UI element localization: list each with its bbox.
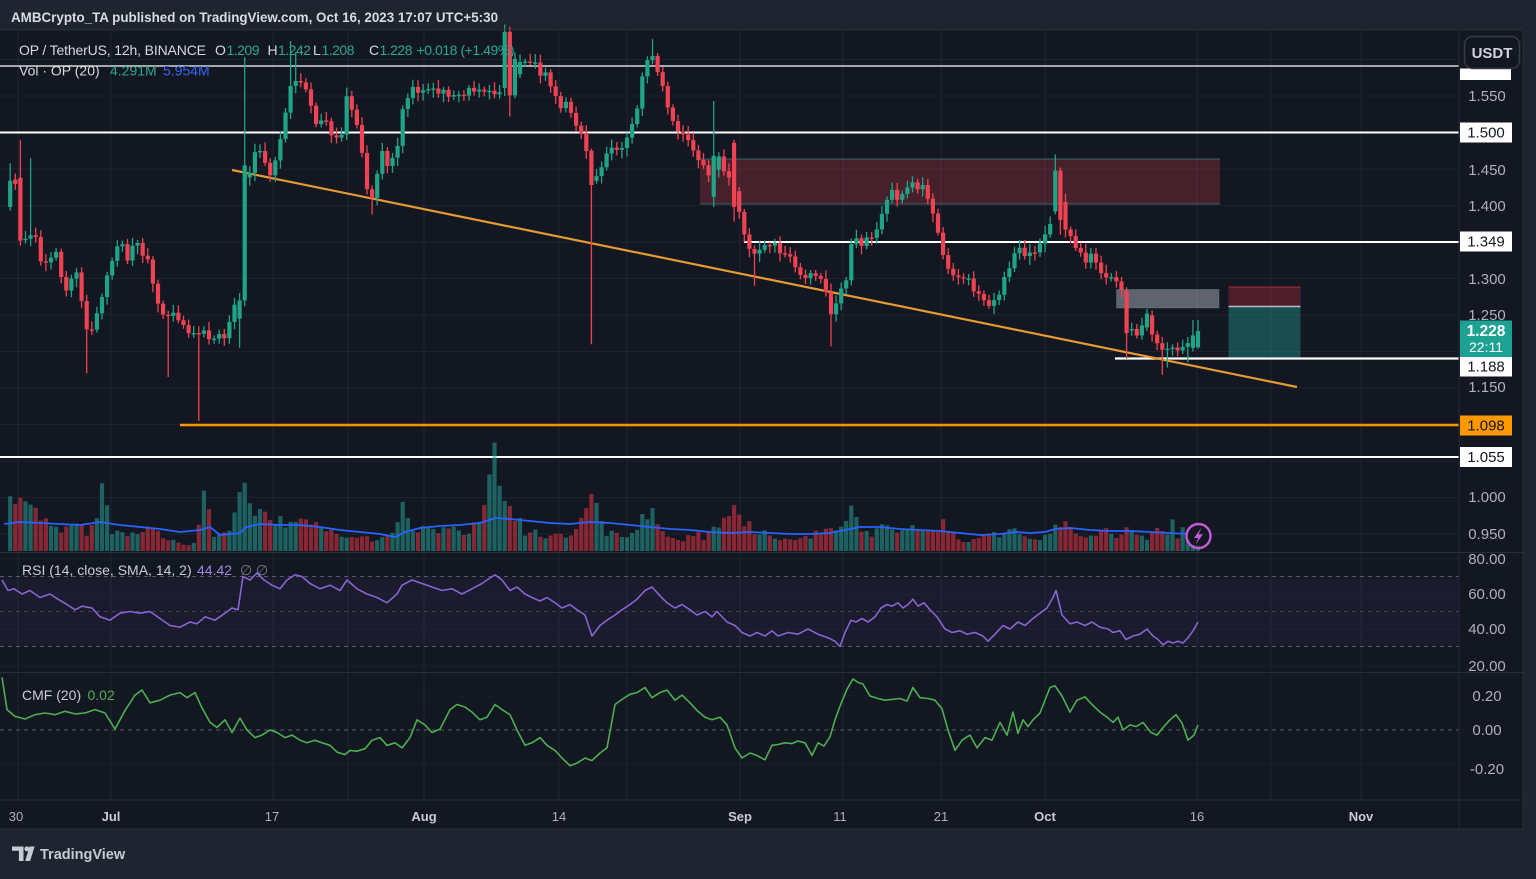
svg-text:TradingView: TradingView [40, 847, 126, 863]
svg-text:AMBCrypto_TA published on Trad: AMBCrypto_TA published on TradingView.co… [11, 10, 498, 25]
svg-text:22:11: 22:11 [1469, 339, 1503, 355]
svg-text:1.000: 1.000 [1468, 489, 1506, 506]
svg-text:0.20: 0.20 [1472, 688, 1501, 705]
svg-text:Nov: Nov [1349, 809, 1374, 824]
svg-text:1.250: 1.250 [1468, 307, 1506, 324]
svg-text:60.00: 60.00 [1468, 586, 1506, 603]
svg-text:30: 30 [9, 809, 23, 824]
svg-text:1.098: 1.098 [1467, 418, 1505, 435]
svg-text:1.150: 1.150 [1468, 379, 1506, 396]
svg-text:1.400: 1.400 [1468, 198, 1506, 215]
svg-text:20.00: 20.00 [1468, 658, 1506, 675]
svg-text:1.500: 1.500 [1467, 125, 1505, 142]
svg-text:Oct: Oct [1034, 809, 1056, 824]
svg-text:11: 11 [833, 809, 847, 824]
svg-text:1.450: 1.450 [1468, 162, 1506, 179]
svg-text:Jul: Jul [102, 809, 121, 824]
svg-text:17: 17 [265, 809, 279, 824]
svg-text:1.349: 1.349 [1467, 234, 1505, 251]
svg-text:RSI (14, close, SMA, 14, 2)44.: RSI (14, close, SMA, 14, 2) 44.42 ∅ ∅ [22, 562, 268, 578]
svg-text:16: 16 [1190, 809, 1204, 824]
svg-text:0.950: 0.950 [1468, 526, 1506, 543]
svg-text:CMF (20)0.02: CMF (20) 0.02 [22, 687, 115, 703]
svg-text:0.00: 0.00 [1472, 722, 1501, 739]
svg-text:Sep: Sep [728, 809, 752, 824]
svg-text:40.00: 40.00 [1468, 621, 1506, 638]
svg-text:1.300: 1.300 [1468, 271, 1506, 288]
svg-text:-0.20: -0.20 [1470, 761, 1504, 778]
svg-text:1.188: 1.188 [1467, 359, 1505, 376]
svg-text:80.00: 80.00 [1468, 551, 1506, 568]
svg-text:14: 14 [552, 809, 566, 824]
svg-text:1.055: 1.055 [1467, 449, 1505, 466]
svg-text:1.550: 1.550 [1468, 88, 1506, 105]
svg-text:USDT: USDT [1472, 45, 1513, 62]
svg-text:1.228: 1.228 [1467, 323, 1506, 340]
svg-text:Aug: Aug [411, 809, 436, 824]
svg-text:21: 21 [934, 809, 948, 824]
